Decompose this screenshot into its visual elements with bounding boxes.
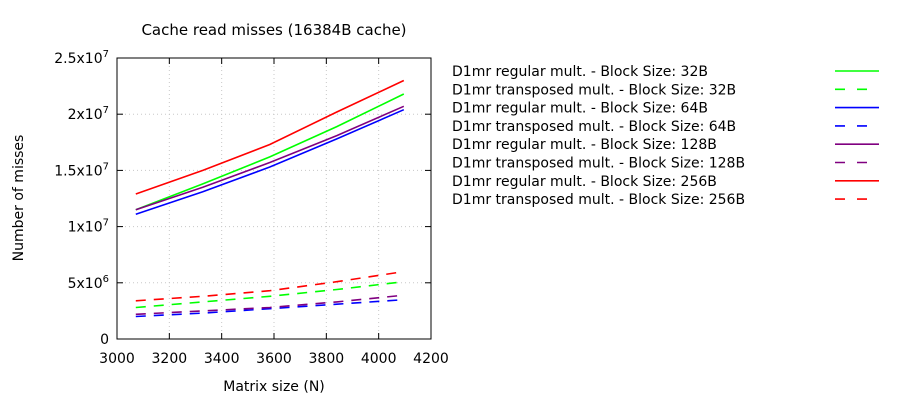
y-tick-label: 1.5x107 [54, 161, 109, 179]
y-tick-label: 2.5x107 [54, 49, 109, 67]
series-lines [135, 79, 405, 318]
y-tick-label: 0 [100, 332, 109, 348]
y-tick-label: 5x106 [68, 274, 109, 292]
series-line-4 [135, 298, 404, 318]
x-axis: 3000 3200 3400 3600 3800 4000 4200 [99, 58, 449, 367]
legend: D1mr regular mult. - Block Size: 32B D1mr… [452, 64, 879, 208]
series-line-3 [135, 108, 405, 215]
y-tick-label: 1x107 [68, 218, 109, 236]
series-line-6 [135, 294, 404, 316]
y-tick-label: 2x107 [68, 105, 109, 123]
chart-title: Cache read misses (16384B cache) [141, 21, 406, 39]
legend-label-3: D1mr regular mult. - Block Size: 64B [452, 101, 708, 117]
series-line-7 [135, 79, 405, 195]
x-tick-label: 3400 [204, 351, 240, 367]
legend-label-6: D1mr transposed mult. - Block Size: 128B [452, 156, 745, 172]
legend-label-5: D1mr regular mult. - Block Size: 128B [452, 137, 717, 153]
x-axis-label: Matrix size (N) [223, 379, 325, 395]
legend-label-4: D1mr transposed mult. - Block Size: 64B [452, 119, 736, 135]
y-axis: 0 5x106 1x107 1.5x107 2x107 2.5x107 [54, 49, 431, 348]
legend-label-1: D1mr regular mult. - Block Size: 32B [452, 64, 708, 80]
x-tick-label: 3600 [256, 351, 292, 367]
series-line-1 [135, 93, 405, 211]
series-line-2 [135, 280, 404, 309]
legend-label-2: D1mr transposed mult. - Block Size: 32B [452, 82, 736, 98]
x-tick-label: 4000 [361, 351, 397, 367]
y-axis-label: Number of misses [11, 135, 27, 262]
legend-label-7: D1mr regular mult. - Block Size: 256B [452, 174, 717, 190]
series-line-5 [135, 105, 405, 211]
x-tick-label: 3000 [99, 351, 135, 367]
series-line-8 [135, 270, 404, 302]
x-tick-label: 3800 [309, 351, 345, 367]
x-tick-label: 4200 [413, 351, 449, 367]
x-tick-label: 3200 [152, 351, 188, 367]
legend-label-8: D1mr transposed mult. - Block Size: 256B [452, 192, 745, 208]
